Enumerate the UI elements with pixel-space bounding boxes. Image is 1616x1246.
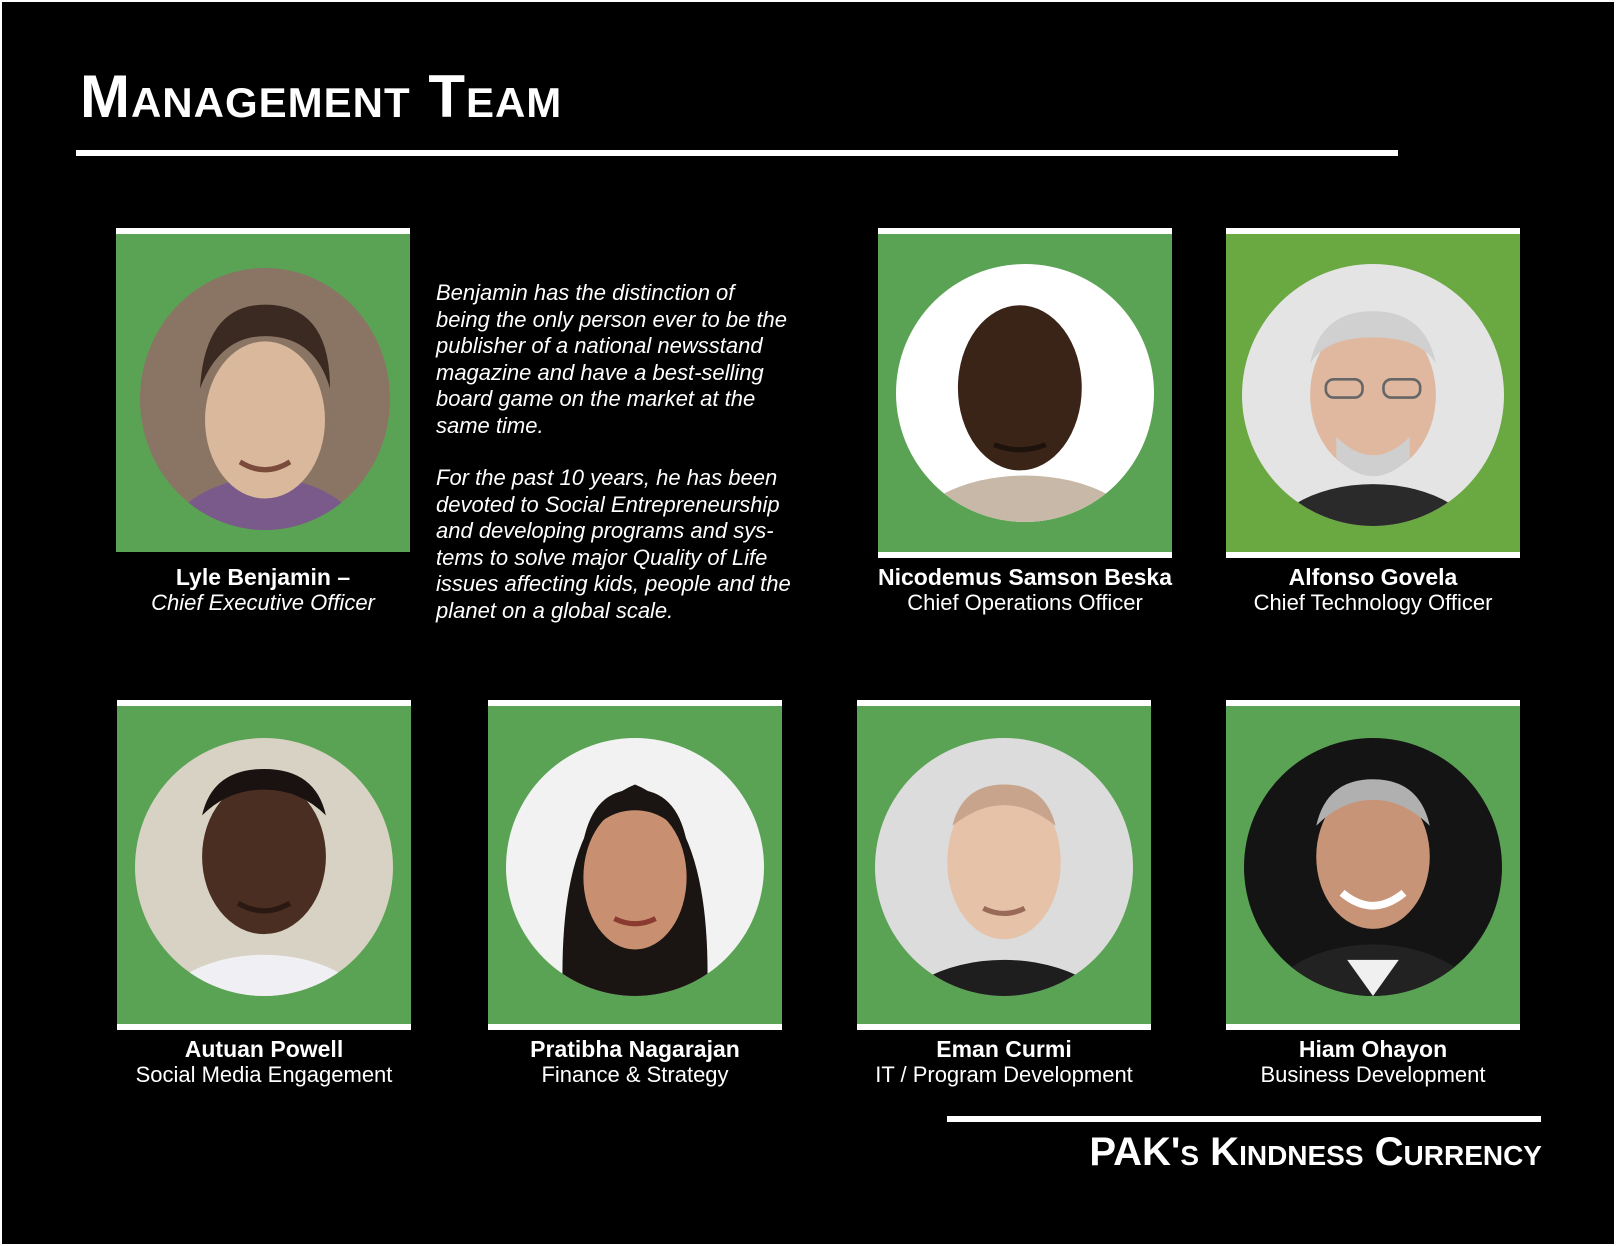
team-card-lyle-benjamin — [116, 228, 410, 558]
team-card-hiam-ohayon — [1226, 700, 1520, 1030]
portrait-photo — [140, 268, 390, 530]
team-card-nicodemus — [878, 228, 1172, 558]
card-top-bar — [878, 228, 1172, 234]
card-top-bar — [857, 700, 1151, 706]
team-card-pratibha-nagarajan — [488, 700, 782, 1030]
card-top-bar — [116, 228, 410, 234]
bio-paragraph: For the past 10 years, he has been devot… — [436, 465, 791, 623]
card-bottom-bar — [1226, 1024, 1520, 1030]
portrait-photo — [1242, 264, 1504, 526]
card-top-bar — [1226, 700, 1520, 706]
card-bottom-bar — [1226, 552, 1520, 558]
team-card-alfonso-govela — [1226, 228, 1520, 558]
card-top-bar — [117, 700, 411, 706]
member-name: Alfonso Govela — [1288, 564, 1458, 590]
team-card-autuan-powell — [117, 700, 411, 1030]
card-bottom-bar — [857, 1024, 1151, 1030]
member-role: Chief Executive Officer — [151, 590, 375, 615]
card-bottom-bar — [488, 1024, 782, 1030]
portrait-photo — [896, 264, 1154, 522]
card-top-bar — [1226, 228, 1520, 234]
footer-divider — [947, 1116, 1541, 1122]
member-role: Social Media Engagement — [135, 1062, 393, 1087]
page-title: Management Team — [80, 63, 563, 130]
member-role: Finance & Strategy — [541, 1062, 729, 1087]
portrait-photo — [506, 738, 764, 996]
member-name: Eman Curmi — [936, 1036, 1072, 1062]
member-role: Business Development — [1260, 1062, 1486, 1087]
member-role: Chief Technology Officer — [1253, 590, 1493, 615]
bio-paragraph: Benjamin has the distinction of being th… — [436, 280, 788, 438]
portrait-photo — [135, 738, 393, 996]
portrait-photo — [875, 738, 1133, 996]
member-name: Lyle Benjamin – — [175, 564, 351, 590]
title-divider — [76, 150, 1398, 156]
card-bottom-bar — [878, 552, 1172, 558]
member-name: Nicodemus Samson Beska — [877, 564, 1172, 590]
member-name: Hiam Ohayon — [1298, 1036, 1448, 1062]
member-name: Autuan Powell — [184, 1036, 344, 1062]
portrait-photo — [1244, 738, 1502, 996]
team-card-eman-curmi — [857, 700, 1151, 1030]
member-role: IT / Program Development — [875, 1062, 1133, 1087]
member-role: Chief Operations Officer — [907, 590, 1143, 615]
card-top-bar — [488, 700, 782, 706]
footer-brand: PAK's Kindness Currency — [1089, 1130, 1542, 1174]
card-bottom-bar — [117, 1024, 411, 1030]
member-name: Pratibha Nagarajan — [530, 1036, 740, 1062]
ceo-bio: Benjamin has the distinction of being th… — [436, 280, 836, 650]
